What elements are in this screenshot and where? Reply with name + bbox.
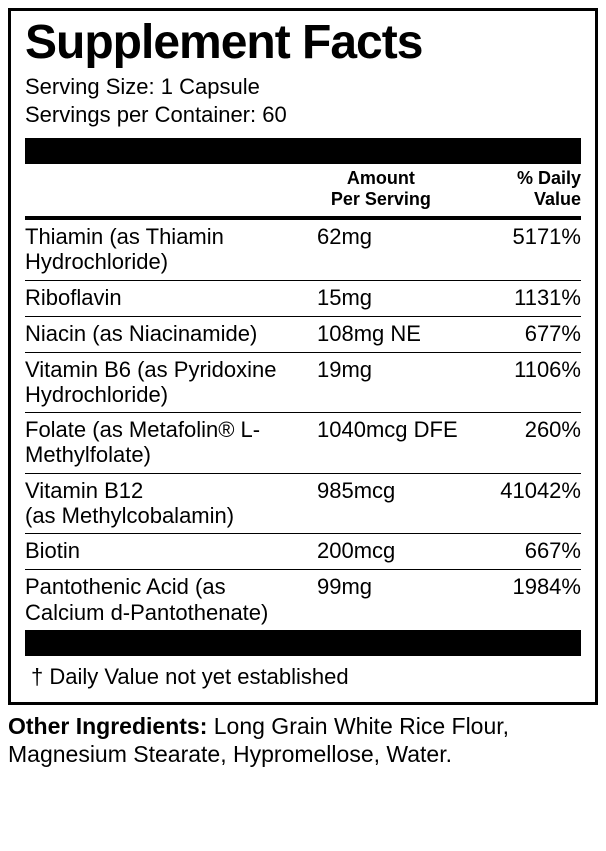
- nutrient-name: Niacin (as Niacinamide): [25, 321, 303, 346]
- servings-per-value: 60: [262, 102, 286, 127]
- nutrient-amount: 15mg: [303, 285, 459, 311]
- table-row: Riboflavin 15mg 1131%: [25, 281, 581, 317]
- table-row: Pantothenic Acid (as Calcium d-Pantothen…: [25, 570, 581, 630]
- nutrient-dv: 1984%: [459, 574, 581, 600]
- nutrient-name: Folate (as Metafolin® L-Methylfolate): [25, 417, 303, 468]
- dv-footnote: † Daily Value not yet established: [25, 656, 581, 692]
- serving-info: Serving Size: 1 Capsule Servings per Con…: [25, 73, 581, 128]
- nutrient-dv: 677%: [459, 321, 581, 347]
- nutrient-amount: 108mg NE: [303, 321, 459, 347]
- servings-per-line: Servings per Container: 60: [25, 101, 581, 129]
- nutrient-dv: 5171%: [459, 224, 581, 250]
- nutrient-dv: 1131%: [459, 285, 581, 311]
- other-ingredients-label: Other Ingredients:: [8, 713, 207, 739]
- table-row: Vitamin B12 (as Methylcobalamin) 985mcg …: [25, 474, 581, 535]
- nutrient-rows: Thiamin (as Thiamin Hydrochloride) 62mg …: [25, 220, 581, 630]
- table-header: Amount Per Serving % Daily Value: [25, 164, 581, 216]
- nutrient-name: Biotin: [25, 538, 303, 563]
- table-row: Thiamin (as Thiamin Hydrochloride) 62mg …: [25, 220, 581, 281]
- header-amount: Amount Per Serving: [303, 168, 459, 210]
- nutrient-dv: 667%: [459, 538, 581, 564]
- nutrient-name: Pantothenic Acid (as Calcium d-Pantothen…: [25, 574, 303, 625]
- servings-per-label: Servings per Container:: [25, 102, 256, 127]
- nutrient-name: Vitamin B12 (as Methylcobalamin): [25, 478, 303, 529]
- table-row: Biotin 200mcg 667%: [25, 534, 581, 570]
- nutrient-amount: 1040mcg DFE: [303, 417, 459, 443]
- serving-size-line: Serving Size: 1 Capsule: [25, 73, 581, 101]
- nutrient-name: Vitamin B6 (as Pyridoxine Hydrochloride): [25, 357, 303, 408]
- header-amount-line2: Per Serving: [303, 189, 459, 210]
- serving-size-value: 1 Capsule: [161, 74, 260, 99]
- nutrient-amount: 62mg: [303, 224, 459, 250]
- bottom-thick-bar: [25, 630, 581, 656]
- serving-size-label: Serving Size:: [25, 74, 155, 99]
- nutrient-dv: 41042%: [459, 478, 581, 504]
- nutrient-dv: 1106%: [459, 357, 581, 383]
- header-amount-line1: Amount: [303, 168, 459, 189]
- nutrient-amount: 99mg: [303, 574, 459, 600]
- nutrient-amount: 200mcg: [303, 538, 459, 564]
- other-ingredients: Other Ingredients: Long Grain White Rice…: [8, 713, 598, 768]
- header-dv-line2: Value: [459, 189, 581, 210]
- nutrient-name: Riboflavin: [25, 285, 303, 310]
- table-row: Niacin (as Niacinamide) 108mg NE 677%: [25, 317, 581, 353]
- header-dv: % Daily Value: [459, 168, 581, 210]
- nutrient-amount: 985mcg: [303, 478, 459, 504]
- table-row: Vitamin B6 (as Pyridoxine Hydrochloride)…: [25, 353, 581, 414]
- header-dv-line1: % Daily: [459, 168, 581, 189]
- nutrient-dv: 260%: [459, 417, 581, 443]
- supplement-facts-panel: Supplement Facts Serving Size: 1 Capsule…: [8, 8, 598, 705]
- panel-title: Supplement Facts: [25, 19, 581, 67]
- table-row: Folate (as Metafolin® L-Methylfolate) 10…: [25, 413, 581, 474]
- nutrient-amount: 19mg: [303, 357, 459, 383]
- top-thick-bar: [25, 138, 581, 164]
- nutrient-name: Thiamin (as Thiamin Hydrochloride): [25, 224, 303, 275]
